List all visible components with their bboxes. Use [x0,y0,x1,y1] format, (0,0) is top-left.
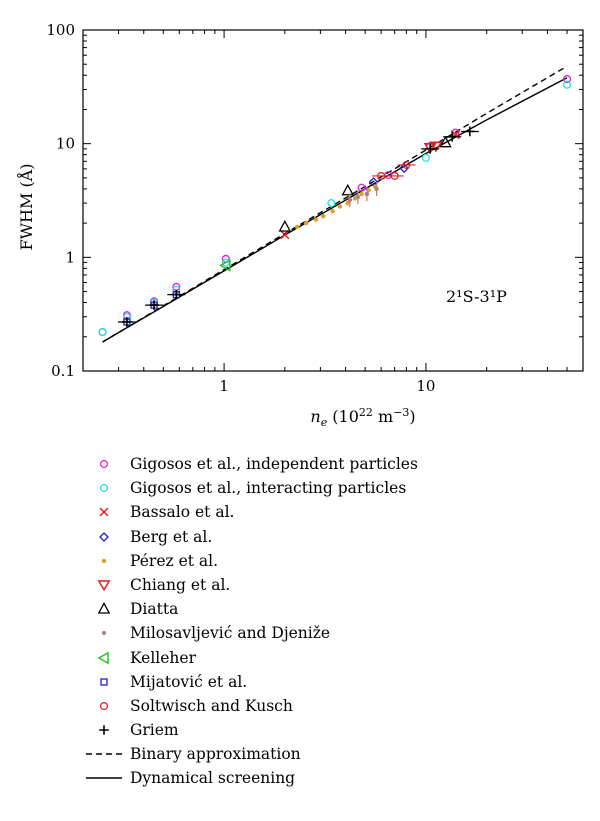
legend-symbol [99,484,109,493]
marker-circle [99,701,109,710]
marker-triangle-up [278,220,292,232]
data-points [98,75,572,337]
marker-dot-errorbar [347,192,353,207]
marker-x [99,507,109,517]
legend-label: Kelleher [130,648,196,667]
marker-plus [122,317,132,327]
plot-border [82,29,584,372]
marker-circle [357,183,366,192]
marker-circle [421,153,430,162]
legend-label: Berg et al. [130,527,213,546]
marker-triangle-up [439,135,452,148]
marker-dot [337,204,343,209]
marker-square [100,678,108,686]
marker-circle [99,484,109,493]
y-tick-label: 10 [56,135,75,153]
legend-symbol [86,753,122,755]
marker-dot [303,220,309,226]
legend-label: Gigosos et al., interacting particles [130,479,407,498]
marker-dot [359,191,364,197]
marker-dot [321,214,326,219]
marker-circle [562,75,572,84]
marker-triangle-down [97,580,111,592]
legend-label: Binary approximation [130,745,301,764]
legend-symbol [100,678,108,686]
legend-label: Bassalo et al. [130,503,235,522]
marker-triangle-up [97,602,111,614]
marker-plus [425,144,436,154]
transition-annotation: 2¹S-3¹P [446,287,507,306]
y-tick-label: 100 [46,21,75,39]
marker-triangle-left [97,651,109,664]
legend-symbol [97,651,109,664]
legend-label: Gigosos et al., independent particles [130,455,418,473]
tick-labels: 1 10 0.1 1 10 100 [46,21,435,395]
marker-dot [366,187,371,193]
marker-dot [294,224,300,230]
marker-plus [447,131,458,142]
marker-x [280,230,290,240]
legend-label: Chiang et al. [130,575,231,594]
legend-label: Pérez et al. [130,551,219,570]
plot-frame [82,29,584,372]
marker-circle [390,171,399,180]
marker-plus [465,126,475,137]
legend-symbol [99,531,109,542]
legend-label: Diatta [130,600,179,619]
y-axis-label: FWHM (Å) [16,163,36,250]
marker-circle [562,80,572,89]
legend-symbol [86,777,122,780]
legend-label: Dynamical screening [130,769,296,788]
legend-symbol [101,558,107,563]
legend-symbol [99,701,109,710]
x-axis-label: ne (1022 m−3) [310,406,415,429]
marker-dot-errorbar [355,189,361,204]
marker-plus [171,289,182,300]
marker-circle [402,160,411,169]
legend-label: Mijatović et al. [130,672,248,691]
marker-diamond [399,163,410,173]
marker-diamond [99,531,109,542]
marker-dot-errorbar [374,181,379,196]
marker-dot-errorbar [364,187,370,202]
marker-triangle-left [219,258,231,272]
x-tick-label: 10 [416,377,435,395]
marker-dot [313,217,319,222]
x-tick-label: 1 [219,377,229,395]
marker-circle [99,459,109,469]
legend-label: Soltwisch and Kusch [130,696,293,715]
marker-circle [327,199,336,208]
legend-symbol [99,459,109,469]
legend-symbol [97,602,111,614]
legend-label: Milosavljević and Djeniže [130,624,331,643]
y-tick-label: 1 [65,248,75,266]
marker-circle [98,328,107,337]
marker-circle [377,171,386,180]
marker-dot [345,200,350,206]
marker-dot [101,558,107,563]
legend-label: Griem [130,721,179,740]
y-tick-label: 0.1 [51,362,75,380]
marker-dot [101,631,107,636]
legend-symbol [101,631,107,636]
legend-symbol [97,580,111,592]
marker-triangle-down [429,141,443,153]
marker-dot [330,208,335,214]
marker-triangle-up [341,183,355,196]
chart: 1 10 0.1 1 10 100 2¹S-3¹P ne (1022 m−3) FWHM … [16,21,584,429]
legend-symbol [99,507,109,517]
marker-plus [99,725,109,735]
legend-symbol [99,725,109,735]
marker-plus [149,300,159,310]
axis-ticks [82,29,584,372]
